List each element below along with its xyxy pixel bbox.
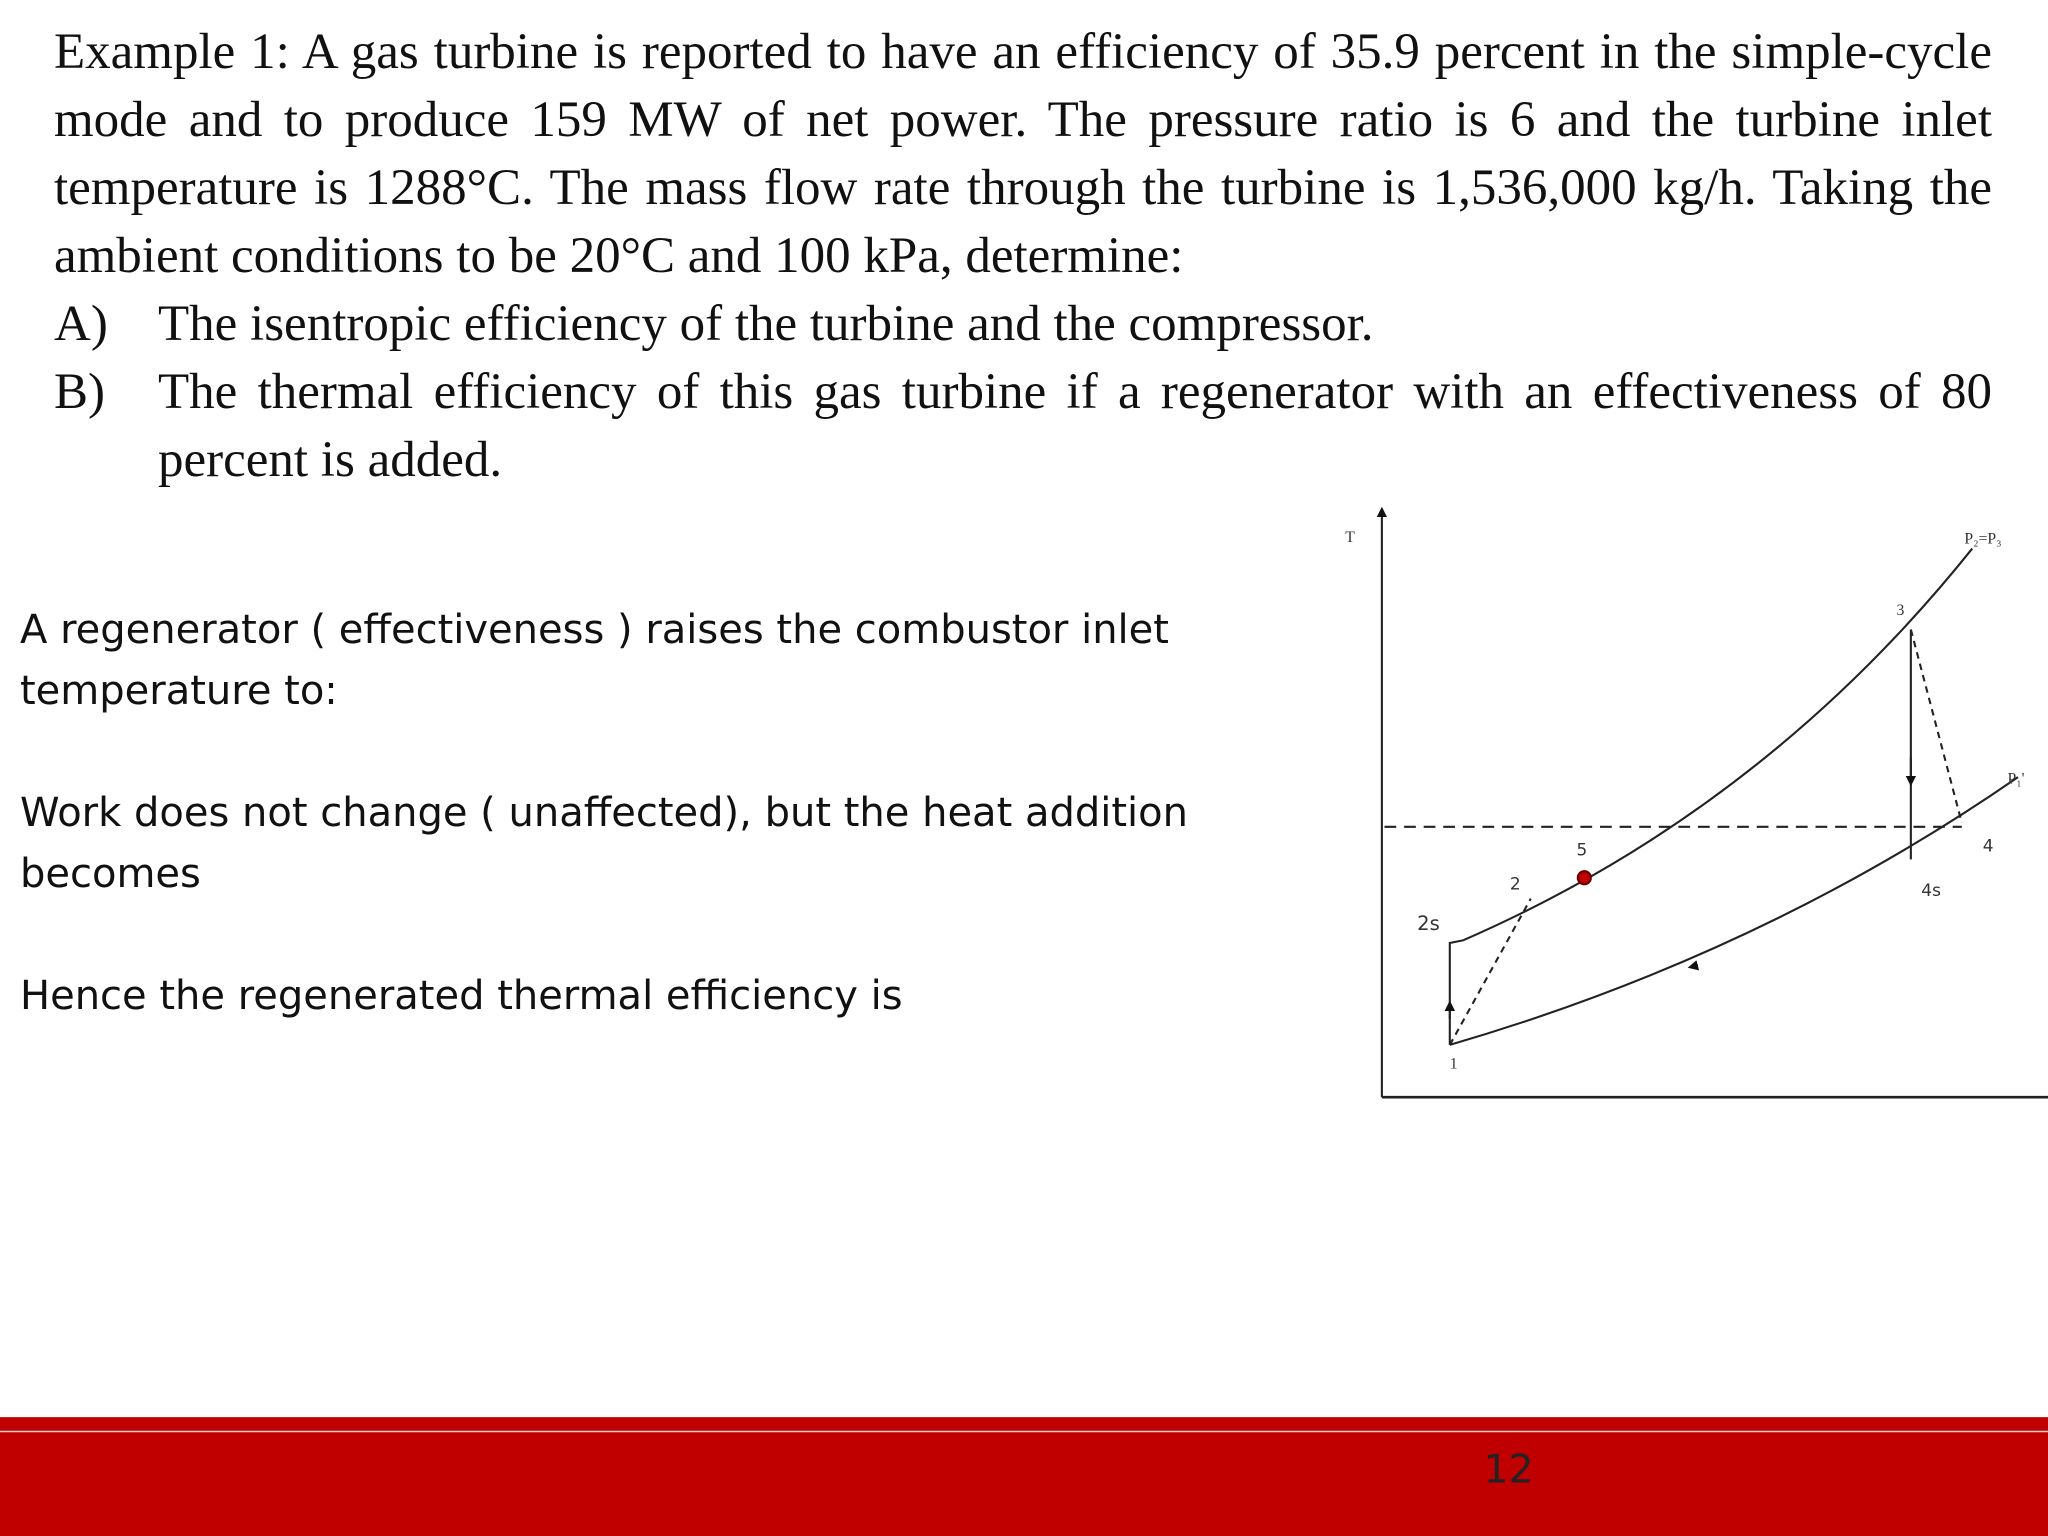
problem-intro: Example 1: A gas turbine is reported to … [54,24,1992,284]
item-label: B) [54,364,105,420]
state-label: 2s [1417,912,1440,935]
state-label: 1 [1450,1055,1458,1072]
item-text: The thermal efficiency of this gas turbi… [158,364,1992,488]
isobar-high [1462,547,1974,942]
state-point [1576,870,1592,886]
process-1-2s [1448,939,1464,1045]
state-label: 4s [1921,881,1941,901]
state-label: P₁' [2008,771,2025,788]
problem: Example 1: A gas turbine is reported to … [54,18,1992,494]
axis-label: T [1345,529,1355,546]
item-label: A) [54,296,108,352]
note: Hence the regenerated thermal efficiency… [20,973,903,1019]
state-label: 5 [1576,841,1587,861]
page-number: 12 [1484,1447,1534,1492]
isobar-low [1449,776,2019,1046]
footer-band [0,1417,2048,1536]
note: Work does not change ( unaffected), but … [20,790,1188,897]
problem-item: B) The thermal efficiency of this gas tur… [54,358,1992,494]
note: A regenerator ( effectiveness ) raises t… [20,607,1169,714]
state-label: P₂=P₃ [1964,530,2001,547]
arrow [1687,960,1700,971]
problem-item: A) The isentropic efficiency of the turbi… [54,290,1992,358]
state-label: 2 [1510,874,1521,894]
notes: A regenerator ( effectiveness ) raises t… [20,600,1250,1088]
process-1-2 [1448,898,1532,1046]
item-text: The isentropic efficiency of the turbine… [158,296,1374,352]
state-label: 3 [1896,602,1904,619]
process-3-4 [1909,629,1963,824]
ts-diagram: T P₂=P₃ P₁' 1 2 2s 3 4 4s 5 [1345,506,2048,1099]
state-label: 4 [1983,837,1994,857]
